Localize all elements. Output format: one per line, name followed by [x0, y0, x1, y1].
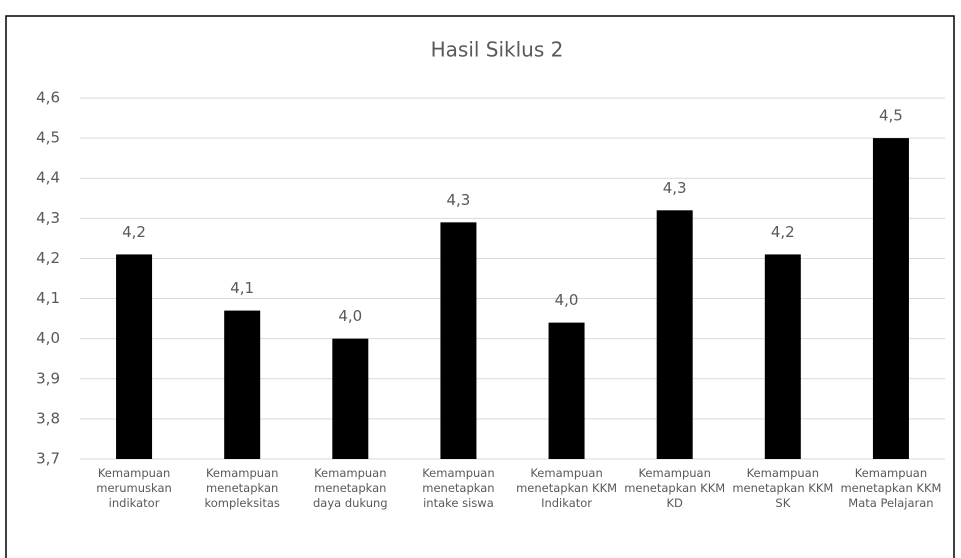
y-tick-label: 3,7 — [36, 450, 60, 468]
y-tick-label: 4,5 — [36, 129, 60, 147]
x-tick-label: Kemampuan merumuskan indikator — [96, 466, 172, 510]
data-label: 4,0 — [338, 307, 362, 325]
bar — [548, 322, 585, 459]
chart-title: Hasil Siklus 2 — [431, 38, 564, 62]
bar — [332, 338, 369, 459]
x-tick-label: Kemampuan menetapkan KKM SK — [732, 466, 834, 510]
data-label: 4,3 — [663, 179, 687, 197]
bar — [224, 310, 261, 459]
bar — [116, 254, 153, 459]
bar — [440, 222, 477, 459]
data-label: 4,5 — [879, 107, 903, 125]
y-tick-label: 4,4 — [36, 169, 60, 187]
y-tick-label: 4,0 — [36, 329, 60, 347]
x-tick-label: Kemampuan menetapkan kompleksitas — [204, 466, 280, 510]
x-tick-label: Kemampuan menetapkan intake siswa — [422, 466, 495, 510]
x-tick-label: Kemampuan menetapkan KKM Indikator — [516, 466, 618, 510]
y-tick-label: 3,8 — [36, 409, 60, 427]
data-label: 4,0 — [555, 291, 579, 309]
x-tick-label: Kemampuan menetapkan KKM KD — [624, 466, 726, 510]
y-tick-label: 4,6 — [36, 89, 60, 107]
y-tick-label: 3,9 — [36, 369, 60, 387]
data-label: 4,3 — [447, 191, 471, 209]
x-tick-label: Kemampuan menetapkan daya dukung — [312, 466, 388, 510]
bar — [872, 138, 909, 459]
data-label: 4,2 — [122, 223, 146, 241]
y-tick-label: 4,2 — [36, 249, 60, 267]
bar — [656, 210, 693, 459]
data-label: 4,2 — [771, 223, 795, 241]
y-tick-label: 4,3 — [36, 209, 60, 227]
y-tick-label: 4,1 — [36, 289, 60, 307]
bar — [764, 254, 801, 459]
data-label: 4,1 — [230, 279, 254, 297]
x-tick-label: Kemampuan menetapkan KKM Mata Pelajaran — [840, 466, 942, 510]
